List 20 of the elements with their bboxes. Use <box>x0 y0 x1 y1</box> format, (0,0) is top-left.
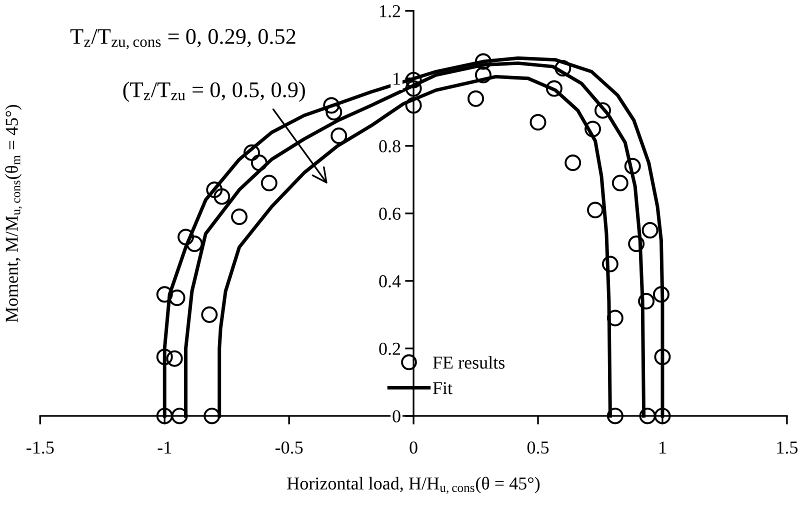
y-tick-label: 1 <box>394 72 400 85</box>
x-tick-label: -1 <box>158 442 172 454</box>
y-tick-label: 0.2 <box>379 342 400 355</box>
x-tick-label: 1.5 <box>777 442 798 454</box>
x-tick-label: -1.5 <box>26 442 54 454</box>
x-tick-label: 1 <box>660 442 666 454</box>
legend-label: FE results <box>432 356 505 369</box>
y-tick-label: 0.8 <box>379 140 400 152</box>
y-axis-title: Moment, M/M$_{u,cons}$(θ$_{m}$ = 45°) <box>5 104 22 322</box>
y-tick-label: 1.2 <box>380 5 400 18</box>
annotation: T$_{z}$/T$_{zu,cons}$ = 0, 0.29, 0.52 <box>70 29 296 50</box>
y-tick-label: 0.6 <box>379 208 401 220</box>
x-tick-label: 0 <box>410 441 418 454</box>
x-tick-label: 0.5 <box>527 441 549 454</box>
y-tick-label: 0.4 <box>379 275 401 288</box>
legend-label: Fit <box>432 382 452 394</box>
x-tick-label: -0.5 <box>275 441 303 454</box>
x-axis-title: Horizontal load, H/H$_{u,cons}$(θ = 45°) <box>287 476 540 494</box>
annotation: (T$_{z}$/T$_{zu}$ = 0, 0.5, 0.9) <box>123 82 305 102</box>
y-tick-label: 0 <box>392 410 400 422</box>
